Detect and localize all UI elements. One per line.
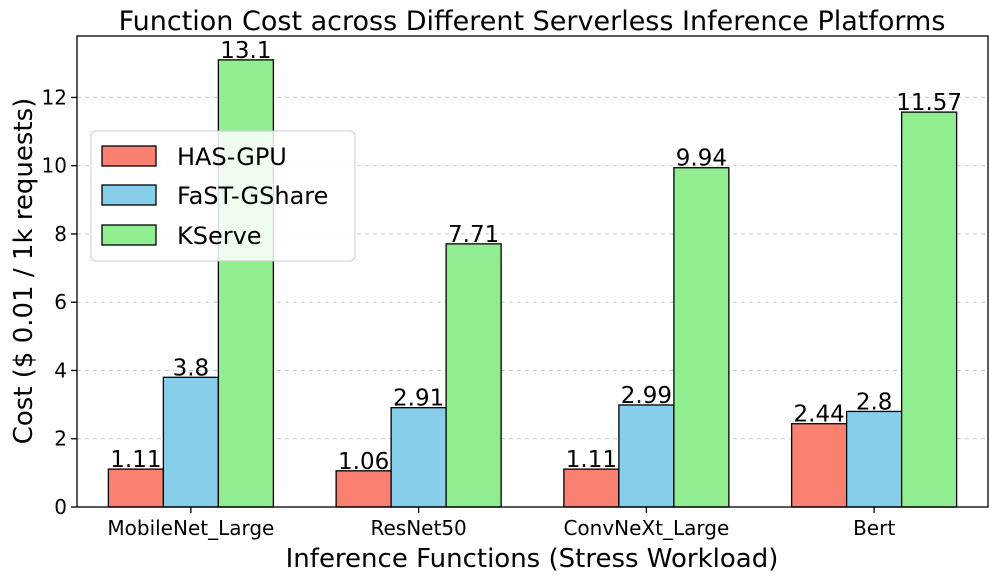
data-label-has-gpu-resnet50: 1.06 [338, 449, 389, 475]
y-tick-label-0: 0 [54, 495, 67, 519]
legend-swatch-has-gpu [101, 145, 157, 167]
y-tick-label-4: 4 [54, 358, 67, 382]
data-label-fast-gshare-resnet50: 2.91 [393, 386, 444, 412]
y-tick-label-6: 6 [54, 290, 67, 314]
data-label-kserve-resnet50: 7.71 [448, 222, 499, 248]
x-tick-label-mobilenet-large: MobileNet_Large [107, 516, 274, 540]
bar-kserve-convnext-large [673, 167, 730, 508]
data-label-kserve-convnext-large: 9.94 [676, 146, 727, 172]
data-label-fast-gshare-mobilenet-large: 3.8 [173, 355, 210, 381]
bar-fast-gshare-mobilenet-large [162, 376, 220, 508]
legend-label-has-gpu: HAS-GPU [177, 143, 287, 171]
data-label-has-gpu-bert: 2.44 [794, 402, 845, 428]
bar-has-gpu-mobilenet-large [107, 468, 165, 508]
bars-layer [107, 59, 958, 508]
data-label-kserve-mobilenet-large: 13.1 [220, 38, 271, 64]
data-label-has-gpu-mobilenet-large: 1.11 [110, 447, 161, 473]
bar-has-gpu-bert [790, 423, 848, 508]
bar-has-gpu-convnext-large [563, 468, 620, 508]
data-label-fast-gshare-convnext-large: 2.99 [621, 383, 672, 409]
plot-frame [76, 35, 989, 508]
bar-fast-gshare-convnext-large [618, 404, 675, 508]
x-tick-label-convnext-large: ConvNeXt_Large [563, 516, 729, 540]
y-axis-label: Cost ($ 0.01 / 1k requests) [9, 98, 39, 445]
bar-kserve-mobilenet-large [217, 59, 275, 508]
data-labels-layer: 1.11 3.8 13.1 1.06 2.91 7.71 1.11 2.99 9.94 2.44 2… [110, 38, 962, 475]
y-tick-label-8: 8 [54, 222, 67, 246]
chart-title: Function Cost across Different Serverles… [119, 6, 946, 37]
legend: HAS-GPU FaST-GShare KServe [90, 130, 356, 262]
legend-swatch-fast-gshare [101, 184, 157, 206]
x-tick-label-resnet50: ResNet50 [370, 516, 466, 540]
data-label-fast-gshare-bert: 2.8 [856, 389, 893, 415]
bar-kserve-resnet50 [445, 243, 502, 508]
x-axis-label: Inference Functions (Stress Workload) [286, 544, 779, 574]
y-tick-label-2: 2 [54, 427, 67, 451]
x-tick-label-bert: Bert [853, 516, 895, 540]
legend-swatch-kserve [101, 224, 157, 246]
data-label-has-gpu-convnext-large: 1.11 [566, 447, 617, 473]
bar-fast-gshare-bert [845, 410, 903, 508]
legend-label-kserve: KServe [177, 222, 262, 250]
x-axis: MobileNet_Large ResNet50 ConvNeXt_Large Ber… [107, 507, 895, 540]
legend-label-fast-gshare: FaST-GShare [177, 182, 328, 210]
y-axis: 0 2 4 6 8 10 12 [42, 85, 77, 519]
y-tick-label-12: 12 [42, 85, 67, 109]
bar-kserve-bert [900, 111, 958, 508]
legend-box [90, 130, 356, 262]
data-label-kserve-bert: 11.57 [896, 90, 962, 116]
bar-has-gpu-resnet50 [335, 470, 392, 508]
bar-fast-gshare-resnet50 [390, 407, 447, 508]
y-tick-label-10: 10 [42, 154, 67, 178]
